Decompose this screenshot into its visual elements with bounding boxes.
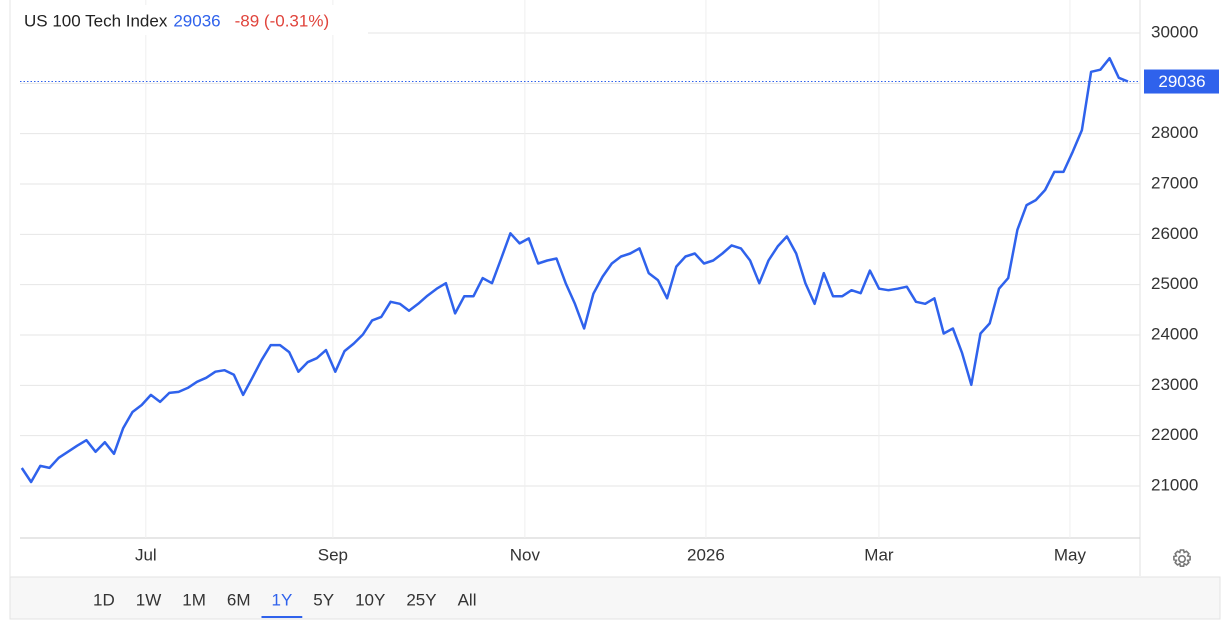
price-change: -89 (-0.31%)	[235, 11, 329, 30]
range-button[interactable]: All	[458, 590, 477, 609]
last-price-label: 29036	[1158, 72, 1205, 91]
y-tick-label: 30000	[1151, 22, 1198, 41]
range-button[interactable]: 5Y	[313, 590, 334, 609]
x-tick-label: Jul	[135, 545, 157, 564]
x-tick-label: Sep	[318, 545, 348, 564]
range-bar	[9, 576, 1221, 620]
x-tick-label: 2026	[687, 545, 725, 564]
range-button[interactable]: 1D	[93, 590, 115, 609]
y-tick-label: 23000	[1151, 375, 1198, 394]
y-tick-label: 26000	[1151, 224, 1198, 243]
range-button[interactable]: 6M	[227, 590, 251, 609]
x-tick-label: May	[1054, 545, 1087, 564]
y-tick-label: 22000	[1151, 425, 1198, 444]
price-line	[20, 56, 1129, 484]
range-button[interactable]: 10Y	[355, 590, 385, 609]
last-price-box	[1144, 69, 1219, 94]
settings-icon[interactable]	[1173, 549, 1191, 567]
x-tick-label: Mar	[864, 545, 894, 564]
y-tick-label: 28000	[1151, 123, 1198, 142]
y-tick-label: 25000	[1151, 274, 1198, 293]
y-tick-label: 24000	[1151, 324, 1198, 343]
range-button[interactable]: 25Y	[406, 590, 436, 609]
range-button[interactable]: 1Y	[271, 590, 292, 609]
y-tick-label: 27000	[1151, 173, 1198, 192]
price: 29036	[173, 11, 220, 30]
chart-title: US 100 Tech Index	[24, 11, 168, 30]
x-tick-label: Nov	[510, 545, 541, 564]
y-tick-label: 21000	[1151, 475, 1198, 494]
range-button[interactable]: 1W	[136, 590, 162, 609]
range-button[interactable]: 1M	[182, 590, 206, 609]
title-bg	[18, 5, 368, 35]
